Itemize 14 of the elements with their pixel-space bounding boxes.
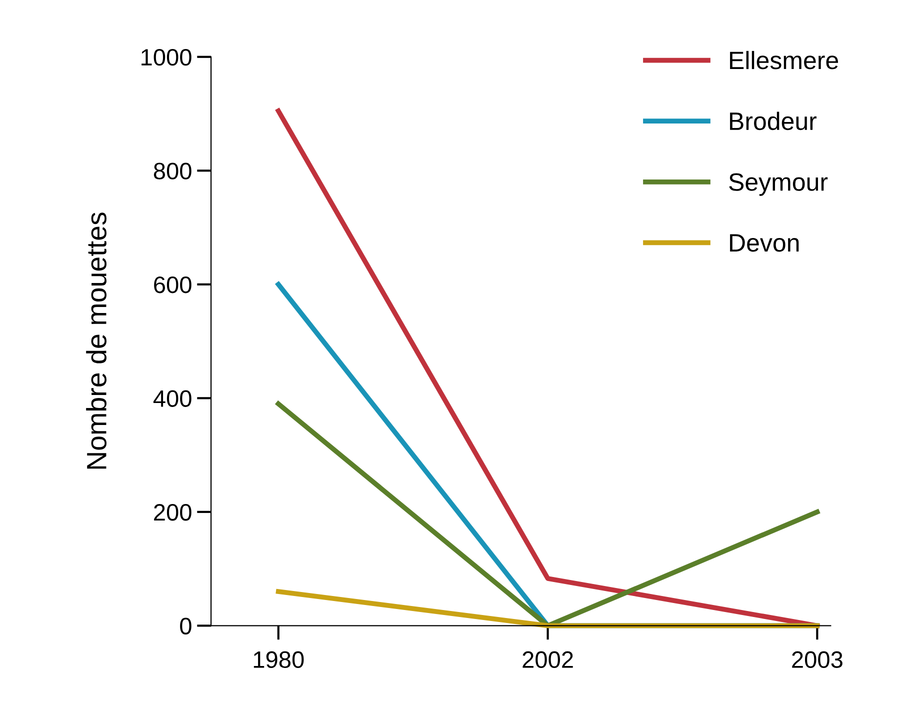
y-tick-label: 0	[180, 618, 192, 634]
x-tick-label: 2003	[792, 651, 842, 668]
y-tick-label: 800	[154, 162, 192, 180]
y-tick-label: 600	[154, 276, 192, 294]
x-tick-label: 1980	[254, 651, 304, 668]
y-axis-title: Nombre de mouettes	[86, 212, 106, 469]
legend-label: Brodeur	[730, 112, 817, 130]
x-tick-label: 2002	[522, 651, 573, 668]
legend-label: Seymour	[729, 173, 828, 196]
legend-label: Devon	[730, 234, 799, 252]
y-tick-label: 1000	[142, 48, 192, 66]
y-tick-label: 200	[154, 504, 192, 521]
y-tick-label: 400	[153, 390, 192, 407]
legend-label: Ellesmere	[730, 50, 838, 70]
